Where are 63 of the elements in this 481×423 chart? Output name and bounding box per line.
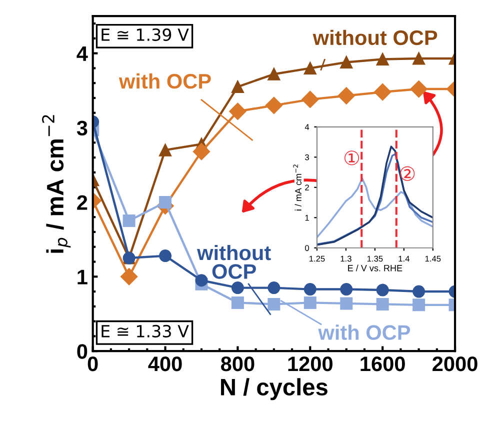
series-label: without OCP: [312, 30, 438, 46]
annotation: ①: [344, 150, 360, 166]
point: [338, 87, 355, 104]
y-tick-label: 1: [305, 214, 309, 221]
point: [302, 90, 319, 108]
x-tick-label: 1600: [360, 356, 405, 372]
x-tick-label: 2000: [432, 356, 478, 372]
point: [304, 62, 316, 74]
y-tick-label: 0: [305, 245, 310, 251]
point: [376, 53, 389, 66]
point: [120, 268, 138, 286]
point: [231, 296, 244, 309]
series-label: with OCP: [318, 324, 410, 340]
x-tick-label: 1.25: [310, 256, 325, 262]
x-tick-label: 1.3: [340, 256, 352, 262]
point: [229, 102, 246, 120]
point: [412, 285, 426, 298]
x-tick-label: 1200: [288, 356, 332, 372]
x-tick-label: 1.35: [367, 256, 383, 262]
y-tick-label: 3: [76, 120, 88, 136]
y-axis-title: i$_{p}$ / mA cm$^{−2}$: [42, 115, 71, 253]
point: [376, 298, 389, 310]
y-tick-label: 3: [305, 154, 309, 160]
point: [268, 298, 280, 310]
point: [231, 80, 244, 94]
point: [374, 83, 392, 101]
y-tick-label: 2: [77, 195, 88, 210]
x-axis-title: N / cycles: [221, 378, 328, 400]
x-tick-label: 800: [220, 356, 254, 372]
annotation: E ≅ 1.39 V: [102, 28, 189, 42]
point: [304, 283, 316, 296]
point: [159, 250, 172, 262]
y-axis-title: i / mA cm$^{−2}$: [293, 164, 302, 210]
point: [304, 296, 316, 309]
y-tick-label: 2: [305, 184, 309, 190]
annotation: E ≅ 1.33 V: [102, 324, 189, 338]
point: [159, 144, 172, 156]
point: [268, 68, 280, 80]
y-tick-label: 0: [77, 344, 88, 359]
y-tick-label: 4: [76, 46, 88, 61]
x-tick-label: 1.4: [398, 256, 410, 262]
point: [231, 282, 244, 294]
x-tick-label: 1.45: [425, 256, 441, 262]
point: [122, 214, 136, 228]
x-tick-label: 400: [148, 356, 182, 372]
y-tick-label: 1: [78, 270, 88, 284]
point: [412, 52, 426, 65]
point: [376, 284, 389, 296]
point: [340, 56, 353, 68]
point: [265, 96, 282, 114]
point: [268, 282, 280, 294]
x-tick-label: 0: [88, 356, 98, 372]
x-axis-title: E / V vs. RHE: [348, 264, 402, 272]
y-tick-label: 4: [304, 124, 310, 130]
point: [192, 143, 210, 160]
point: [410, 80, 428, 98]
point: [340, 283, 353, 296]
point: [195, 274, 208, 287]
point: [159, 196, 172, 208]
point: [340, 297, 353, 310]
series-label: without OCP: [197, 244, 271, 279]
series-label: with OCP: [118, 73, 211, 89]
point: [412, 298, 426, 312]
